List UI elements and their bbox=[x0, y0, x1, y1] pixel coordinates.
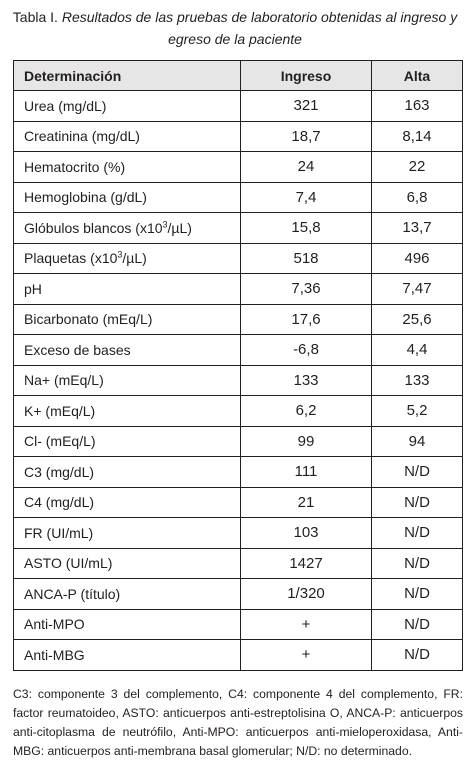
row-label-text: Plaquetas (x10 bbox=[24, 250, 118, 267]
ingreso-value: + bbox=[240, 608, 372, 640]
alta-value: N/D bbox=[371, 456, 463, 488]
alta-value: N/D bbox=[371, 639, 463, 671]
table-row: Exceso de bases -6,8 4,4 bbox=[13, 334, 463, 366]
alta-value: 13,7 bbox=[371, 212, 463, 244]
row-label: Cl- (mEq/L) bbox=[13, 425, 241, 457]
header-ingreso: Ingreso bbox=[240, 60, 372, 91]
row-label: Glóbulos blancos (x103/µL) bbox=[13, 212, 241, 244]
ingreso-value: 111 bbox=[240, 456, 372, 488]
ingreso-value: 6,2 bbox=[240, 395, 372, 427]
table-row: FR (UI/mL) 103 N/D bbox=[13, 517, 463, 549]
row-label: Exceso de bases bbox=[13, 334, 241, 366]
row-label: Na+ (mEq/L) bbox=[13, 364, 241, 396]
alta-value: 22 bbox=[371, 151, 463, 183]
row-label: Hematocrito (%) bbox=[13, 151, 241, 183]
row-label: K+ (mEq/L) bbox=[13, 395, 241, 427]
row-label: ANCA-P (título) bbox=[13, 578, 241, 610]
table-row: Creatinina (mg/dL) 18,7 8,14 bbox=[13, 120, 463, 152]
table-row: Hematocrito (%) 24 22 bbox=[13, 151, 463, 183]
alta-value: 7,47 bbox=[371, 273, 463, 305]
alta-value: 163 bbox=[371, 90, 463, 122]
row-label: Anti-MPO bbox=[13, 608, 241, 640]
alta-value: 8,14 bbox=[371, 120, 463, 152]
alta-value: 6,8 bbox=[371, 181, 463, 213]
ingreso-value: 21 bbox=[240, 486, 372, 518]
header-determinacion: Determinación bbox=[13, 60, 241, 91]
table-row: ANCA-P (título) 1/320 N/D bbox=[13, 578, 463, 610]
row-label: Bicarbonato (mEq/L) bbox=[13, 303, 241, 335]
table-row: Bicarbonato (mEq/L) 17,6 25,6 bbox=[13, 303, 463, 335]
row-label: Hemoglobina (g/dL) bbox=[13, 181, 241, 213]
row-label: C4 (mg/dL) bbox=[13, 486, 241, 518]
table-row: Anti-MBG + N/D bbox=[13, 639, 463, 671]
table-number: Tabla I. bbox=[12, 9, 58, 25]
alta-value: N/D bbox=[371, 517, 463, 549]
table-row: Cl- (mEq/L) 99 94 bbox=[13, 425, 463, 457]
row-label: Creatinina (mg/dL) bbox=[13, 120, 241, 152]
row-label: Plaquetas (x103/µL) bbox=[13, 242, 241, 274]
table-row: Na+ (mEq/L) 133 133 bbox=[13, 364, 463, 396]
ingreso-value: 18,7 bbox=[240, 120, 372, 152]
ingreso-value: 17,6 bbox=[240, 303, 372, 335]
table-row: C3 (mg/dL) 111 N/D bbox=[13, 456, 463, 488]
table-caption: Tabla I. Resultados de las pruebas de la… bbox=[0, 6, 470, 50]
alta-value: 133 bbox=[371, 364, 463, 396]
row-label: C3 (mg/dL) bbox=[13, 456, 241, 488]
ingreso-value: 1427 bbox=[240, 547, 372, 579]
row-label-text: Glóbulos blancos (x10 bbox=[24, 219, 163, 236]
ingreso-value: 7,4 bbox=[240, 181, 372, 213]
table-row: C4 (mg/dL) 21 N/D bbox=[13, 486, 463, 518]
header-alta: Alta bbox=[371, 60, 463, 91]
alta-value: 5,2 bbox=[371, 395, 463, 427]
row-label: Urea (mg/dL) bbox=[13, 90, 241, 122]
row-label: ASTO (UI/mL) bbox=[13, 547, 241, 579]
alta-value: N/D bbox=[371, 547, 463, 579]
table-row: ASTO (UI/mL) 1427 N/D bbox=[13, 547, 463, 579]
row-label: FR (UI/mL) bbox=[13, 517, 241, 549]
table-row: K+ (mEq/L) 6,2 5,2 bbox=[13, 395, 463, 427]
alta-value: 25,6 bbox=[371, 303, 463, 335]
alta-value: 94 bbox=[371, 425, 463, 457]
ingreso-value: 133 bbox=[240, 364, 372, 396]
row-label-exponent: 3 bbox=[117, 249, 123, 260]
row-label: pH bbox=[13, 273, 241, 305]
row-label: Anti-MBG bbox=[13, 639, 241, 671]
ingreso-value: 7,36 bbox=[240, 273, 372, 305]
ingreso-value: + bbox=[240, 639, 372, 671]
alta-value: N/D bbox=[371, 578, 463, 610]
lab-results-table: Determinación Ingreso Alta Urea (mg/dL) 3… bbox=[13, 60, 463, 671]
ingreso-value: 15,8 bbox=[240, 212, 372, 244]
row-label-exponent: 3 bbox=[162, 219, 168, 230]
ingreso-value: -6,8 bbox=[240, 334, 372, 366]
table-row: Urea (mg/dL) 321 163 bbox=[13, 90, 463, 122]
ingreso-value: 1/320 bbox=[240, 578, 372, 610]
row-label-unit: /µL) bbox=[122, 250, 147, 267]
ingreso-value: 321 bbox=[240, 90, 372, 122]
table-title: Resultados de las pruebas de laboratorio… bbox=[61, 9, 458, 47]
alta-value: N/D bbox=[371, 608, 463, 640]
table-header-row: Determinación Ingreso Alta bbox=[13, 60, 463, 91]
alta-value: N/D bbox=[371, 486, 463, 518]
alta-value: 496 bbox=[371, 242, 463, 274]
row-label-unit: /µL) bbox=[167, 219, 192, 236]
ingreso-value: 24 bbox=[240, 151, 372, 183]
ingreso-value: 103 bbox=[240, 517, 372, 549]
alta-value: 4,4 bbox=[371, 334, 463, 366]
table-row: pH 7,36 7,47 bbox=[13, 273, 463, 305]
table-body: Urea (mg/dL) 321 163 Creatinina (mg/dL) 18,7… bbox=[13, 90, 463, 671]
table-row: Glóbulos blancos (x103/µL) 15,8 13,7 bbox=[13, 212, 463, 244]
table-row: Plaquetas (x103/µL) 518 496 bbox=[13, 242, 463, 274]
table-footnote: C3: componente 3 del complemento, C4: co… bbox=[13, 687, 463, 758]
table-row: Hemoglobina (g/dL) 7,4 6,8 bbox=[13, 181, 463, 213]
ingreso-value: 518 bbox=[240, 242, 372, 274]
ingreso-value: 99 bbox=[240, 425, 372, 457]
table-row: Anti-MPO + N/D bbox=[13, 608, 463, 640]
